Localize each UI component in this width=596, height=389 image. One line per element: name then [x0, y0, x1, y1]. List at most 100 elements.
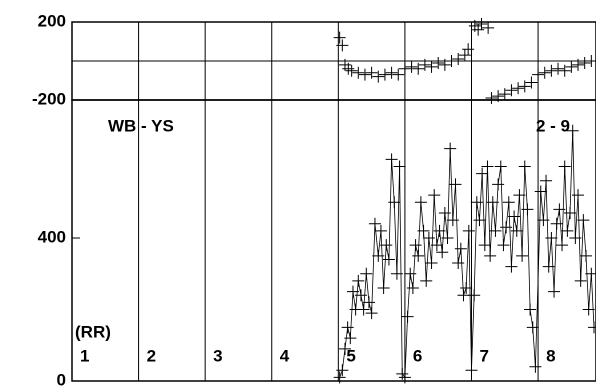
data-point	[465, 364, 478, 377]
data-point	[374, 224, 387, 237]
data-point	[357, 303, 370, 316]
data-point	[425, 60, 438, 73]
data-point	[393, 160, 406, 173]
data-point	[489, 224, 502, 237]
lane-label: 6	[413, 346, 422, 365]
plot-frame	[71, 99, 596, 382]
data-point	[333, 31, 346, 44]
data-point	[470, 196, 483, 209]
data-point	[365, 66, 378, 79]
data-point	[500, 221, 513, 234]
data-point	[525, 76, 538, 89]
data-point	[498, 88, 511, 101]
data-point	[521, 203, 534, 216]
data-point	[577, 214, 590, 227]
data-point	[482, 21, 495, 34]
data-point	[342, 62, 355, 75]
data-point	[432, 56, 445, 69]
data-point	[582, 303, 595, 316]
data-point	[452, 257, 465, 270]
data-point	[505, 260, 518, 273]
data-point	[534, 185, 547, 198]
data-point	[392, 68, 405, 81]
data-point	[542, 260, 555, 273]
data-point	[428, 189, 441, 202]
data-point	[484, 249, 497, 262]
data-point	[418, 58, 431, 71]
data-point	[585, 55, 596, 67]
data-point	[518, 160, 531, 173]
data-point	[338, 342, 351, 355]
data-point	[412, 62, 425, 75]
data-point	[444, 142, 457, 155]
data-point	[508, 210, 521, 223]
lane-label: 3	[213, 346, 222, 365]
data-point	[585, 267, 596, 280]
data-point	[548, 285, 561, 298]
data-point	[537, 214, 550, 227]
data-point	[505, 84, 518, 97]
data-point	[552, 62, 565, 75]
data-point	[481, 160, 494, 173]
data-point	[569, 231, 582, 244]
data-point	[396, 367, 409, 380]
data-point	[524, 303, 537, 316]
data-point	[558, 160, 571, 173]
data-point	[438, 58, 451, 71]
data-point	[502, 196, 515, 209]
data-point	[538, 66, 551, 79]
lane-label: 7	[479, 346, 488, 365]
data-point	[572, 58, 585, 71]
lane-label: 4	[280, 346, 290, 365]
data-point	[513, 189, 526, 202]
data-point	[365, 307, 378, 320]
data-point	[368, 217, 381, 230]
data-point	[382, 253, 395, 266]
data-point	[457, 289, 470, 302]
data-point	[409, 239, 422, 252]
data-point	[475, 17, 488, 30]
data-point	[510, 224, 523, 237]
annotation: 2 - 9	[536, 116, 570, 135]
data-point	[458, 49, 471, 62]
data-point	[385, 66, 398, 79]
data-point	[518, 80, 531, 93]
data-point	[360, 267, 373, 280]
lane-label: 1	[80, 346, 89, 365]
data-point	[341, 321, 354, 334]
data-point	[346, 285, 359, 298]
data-point	[578, 56, 591, 69]
data-point	[436, 246, 449, 259]
data-point	[362, 296, 375, 309]
y-tick-label: 0	[57, 370, 66, 389]
data-point	[478, 239, 491, 252]
data-point	[532, 68, 545, 81]
y-tick-label: -200	[32, 89, 66, 108]
data-point	[556, 239, 569, 252]
data-point	[352, 66, 365, 79]
data-point	[512, 82, 525, 95]
data-point	[588, 321, 596, 334]
data-point	[476, 167, 489, 180]
data-point	[358, 68, 371, 81]
annotation: WB - YS	[108, 116, 174, 135]
data-point	[561, 224, 574, 237]
unit-label: (RR)	[75, 322, 111, 341]
data-point	[497, 239, 510, 252]
data-point	[565, 60, 578, 73]
data-point	[452, 53, 465, 66]
y-tick-label: 200	[38, 11, 66, 30]
data-point	[529, 360, 542, 373]
data-point	[380, 239, 393, 252]
data-point	[422, 231, 435, 244]
data-point	[420, 274, 433, 287]
data-point	[372, 249, 385, 262]
data-point	[352, 274, 365, 287]
data-point	[485, 92, 498, 105]
data-point	[344, 332, 357, 345]
data-point	[446, 214, 459, 227]
data-point	[486, 196, 499, 209]
data-point	[417, 224, 430, 237]
data-point	[372, 70, 385, 83]
